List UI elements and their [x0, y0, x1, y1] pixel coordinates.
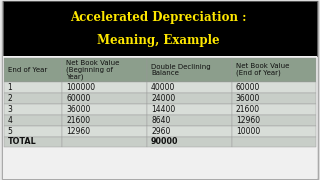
FancyBboxPatch shape — [3, 56, 317, 179]
Text: 40000: 40000 — [151, 83, 175, 92]
FancyBboxPatch shape — [147, 136, 232, 147]
Text: 5: 5 — [8, 127, 12, 136]
Text: 24000: 24000 — [151, 94, 175, 103]
Text: 2960: 2960 — [151, 127, 171, 136]
Text: 60000: 60000 — [236, 83, 260, 92]
FancyBboxPatch shape — [3, 1, 317, 56]
Text: 10000: 10000 — [236, 127, 260, 136]
Text: 90000: 90000 — [151, 138, 179, 147]
FancyBboxPatch shape — [4, 115, 62, 126]
Text: 12960: 12960 — [236, 116, 260, 125]
FancyBboxPatch shape — [62, 115, 147, 126]
Text: 21600: 21600 — [66, 116, 90, 125]
FancyBboxPatch shape — [147, 126, 232, 136]
Text: 21600: 21600 — [236, 105, 260, 114]
FancyBboxPatch shape — [147, 115, 232, 126]
FancyBboxPatch shape — [62, 58, 147, 82]
Text: 1: 1 — [8, 83, 12, 92]
FancyBboxPatch shape — [2, 1, 318, 179]
FancyBboxPatch shape — [232, 126, 316, 136]
FancyBboxPatch shape — [4, 58, 62, 82]
Text: TOTAL: TOTAL — [8, 138, 36, 147]
FancyBboxPatch shape — [62, 126, 147, 136]
FancyBboxPatch shape — [62, 104, 147, 115]
Text: 3: 3 — [8, 105, 12, 114]
FancyBboxPatch shape — [147, 82, 232, 93]
FancyBboxPatch shape — [232, 115, 316, 126]
Text: Accelerated Depreciation :: Accelerated Depreciation : — [70, 11, 247, 24]
Text: End of Year: End of Year — [8, 67, 47, 73]
Text: Meaning, Example: Meaning, Example — [97, 34, 220, 47]
FancyBboxPatch shape — [4, 104, 62, 115]
Text: 4: 4 — [8, 116, 12, 125]
FancyBboxPatch shape — [232, 104, 316, 115]
FancyBboxPatch shape — [147, 104, 232, 115]
Text: 100000: 100000 — [66, 83, 95, 92]
FancyBboxPatch shape — [147, 58, 232, 82]
FancyBboxPatch shape — [147, 93, 232, 104]
Text: 36000: 36000 — [66, 105, 91, 114]
Text: 8640: 8640 — [151, 116, 171, 125]
FancyBboxPatch shape — [4, 136, 62, 147]
FancyBboxPatch shape — [232, 82, 316, 93]
FancyBboxPatch shape — [4, 126, 62, 136]
FancyBboxPatch shape — [4, 82, 62, 93]
Text: 36000: 36000 — [236, 94, 260, 103]
Text: 2: 2 — [8, 94, 12, 103]
Text: Net Book Value
(Beginning of
Year): Net Book Value (Beginning of Year) — [66, 60, 120, 80]
FancyBboxPatch shape — [62, 136, 147, 147]
Text: 60000: 60000 — [66, 94, 91, 103]
FancyBboxPatch shape — [4, 93, 62, 104]
Text: 14400: 14400 — [151, 105, 175, 114]
Text: Double Declining
Balance: Double Declining Balance — [151, 64, 211, 76]
FancyBboxPatch shape — [232, 58, 316, 82]
Text: 12960: 12960 — [66, 127, 90, 136]
FancyBboxPatch shape — [62, 93, 147, 104]
Text: Net Book Value
(End of Year): Net Book Value (End of Year) — [236, 63, 289, 76]
FancyBboxPatch shape — [232, 93, 316, 104]
FancyBboxPatch shape — [232, 136, 316, 147]
FancyBboxPatch shape — [62, 82, 147, 93]
